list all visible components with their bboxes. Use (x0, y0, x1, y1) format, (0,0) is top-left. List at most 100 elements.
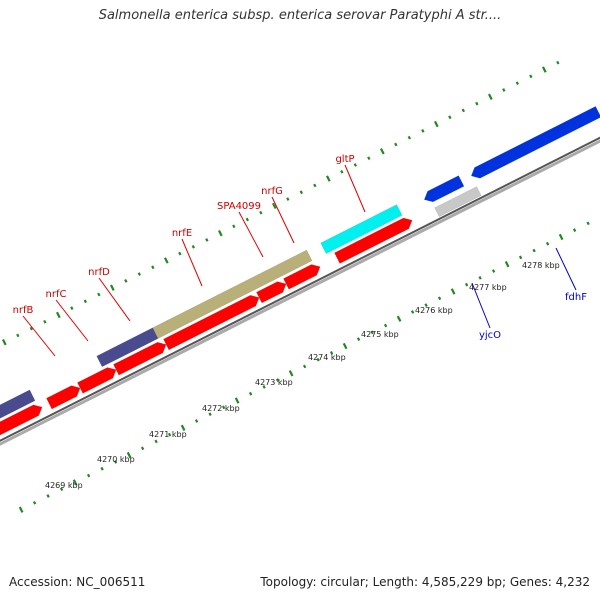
gene-label-nrfe: nrfE (172, 228, 192, 239)
lower-tick (342, 342, 348, 350)
gene-block (470, 106, 600, 179)
upper-tick (541, 66, 547, 73)
label-leader-line (344, 164, 366, 213)
lower-tick (504, 261, 510, 268)
gene-block (163, 294, 260, 351)
gene-block (46, 385, 81, 410)
backbone-line (0, 139, 600, 446)
kbp-tick-label: 4272 kbp (202, 404, 240, 413)
upper-tick (353, 163, 357, 167)
gene-block (113, 341, 167, 376)
gene-label-yjco: yjcO (479, 330, 501, 341)
upper-tick (217, 229, 223, 237)
lower-tick (154, 439, 158, 444)
lower-tick (288, 370, 294, 377)
upper-tick (299, 190, 303, 195)
gene-label-nrfb: nrfB (13, 305, 34, 316)
topology-label: Topology: circular; Length: 4,585,229 bp… (260, 575, 590, 589)
upper-tick (313, 183, 317, 188)
lower-tick (396, 315, 402, 322)
lower-tick (424, 303, 428, 307)
kbp-tick-label: 4275 kbp (361, 330, 399, 339)
lower-tick (72, 479, 78, 486)
lower-tick (545, 241, 550, 246)
upper-tick (367, 156, 371, 160)
label-leader-line (271, 196, 295, 244)
gene-label-gltp: gltP (335, 154, 354, 165)
gene-block (0, 404, 43, 436)
upper-tick (325, 175, 331, 182)
lower-tick (383, 323, 388, 328)
upper-tick (515, 81, 519, 85)
lower-tick (450, 288, 456, 295)
lower-tick (491, 269, 496, 273)
lower-tick (370, 330, 374, 335)
lower-tick (356, 337, 361, 342)
lower-tick (316, 357, 320, 362)
gene-label-nrfg: nrfG (261, 186, 283, 197)
lower-tick (46, 494, 50, 498)
upper-tick (502, 88, 506, 92)
upper-tick (70, 306, 74, 310)
label-leader-line (98, 277, 131, 322)
label-leader-line (181, 238, 203, 287)
lower-tick (518, 255, 523, 260)
gene-label-nrfd: nrfD (88, 267, 110, 278)
upper-tick (1, 339, 7, 346)
kbp-tick-label: 4276 kbp (415, 306, 453, 315)
lower-tick (18, 506, 24, 513)
upper-tick (16, 333, 20, 338)
kbp-tick-label: 4270 kbp (97, 455, 135, 464)
upper-tick (461, 108, 465, 113)
kbp-tick-label: 4278 kbp (522, 261, 560, 270)
kbp-tick-label: 4269 kbp (45, 481, 83, 490)
gene-label-fdhf: fdhF (565, 292, 587, 303)
upper-tick (97, 292, 101, 297)
upper-tick (286, 197, 290, 201)
upper-tick (529, 74, 533, 79)
lower-tick (464, 282, 469, 287)
upper-tick (556, 60, 560, 65)
lower-tick (302, 364, 307, 369)
gene-block (0, 389, 36, 419)
gene-block (283, 264, 321, 290)
gene-block (152, 249, 313, 339)
label-leader-line (471, 282, 491, 329)
gene-block (334, 217, 413, 264)
upper-tick (421, 129, 425, 133)
upper-tick (475, 101, 479, 106)
label-leader-line (238, 211, 264, 258)
gene-block (77, 367, 117, 394)
upper-tick (205, 238, 209, 242)
gene-block (423, 175, 465, 203)
upper-tick (259, 210, 263, 215)
kbp-tick-label: 4274 kbp (308, 353, 346, 362)
lower-tick (167, 432, 172, 437)
kbp-tick-label: 4273 kbp (255, 378, 293, 387)
upper-tick (151, 265, 155, 270)
lower-tick (126, 451, 132, 459)
upper-tick (191, 244, 195, 249)
lower-tick (558, 233, 564, 241)
upper-tick (448, 115, 452, 120)
upper-tick (29, 326, 33, 331)
upper-tick (124, 279, 128, 283)
gene-label-spa4099: SPA4099 (217, 201, 261, 212)
upper-tick (178, 251, 182, 256)
lower-tick (248, 391, 253, 396)
kbp-tick-label: 4277 kbp (469, 283, 507, 292)
lower-tick (532, 248, 536, 253)
upper-tick (407, 135, 411, 140)
lower-tick (221, 405, 226, 410)
lower-tick (572, 228, 577, 232)
upper-tick (83, 299, 87, 304)
label-leader-line (55, 299, 89, 342)
lower-tick (437, 296, 442, 301)
gene-block (256, 281, 287, 304)
lower-tick (208, 412, 212, 417)
upper-tick (433, 120, 439, 128)
upper-tick (109, 284, 115, 291)
lower-tick (234, 397, 240, 404)
upper-tick (340, 169, 344, 174)
